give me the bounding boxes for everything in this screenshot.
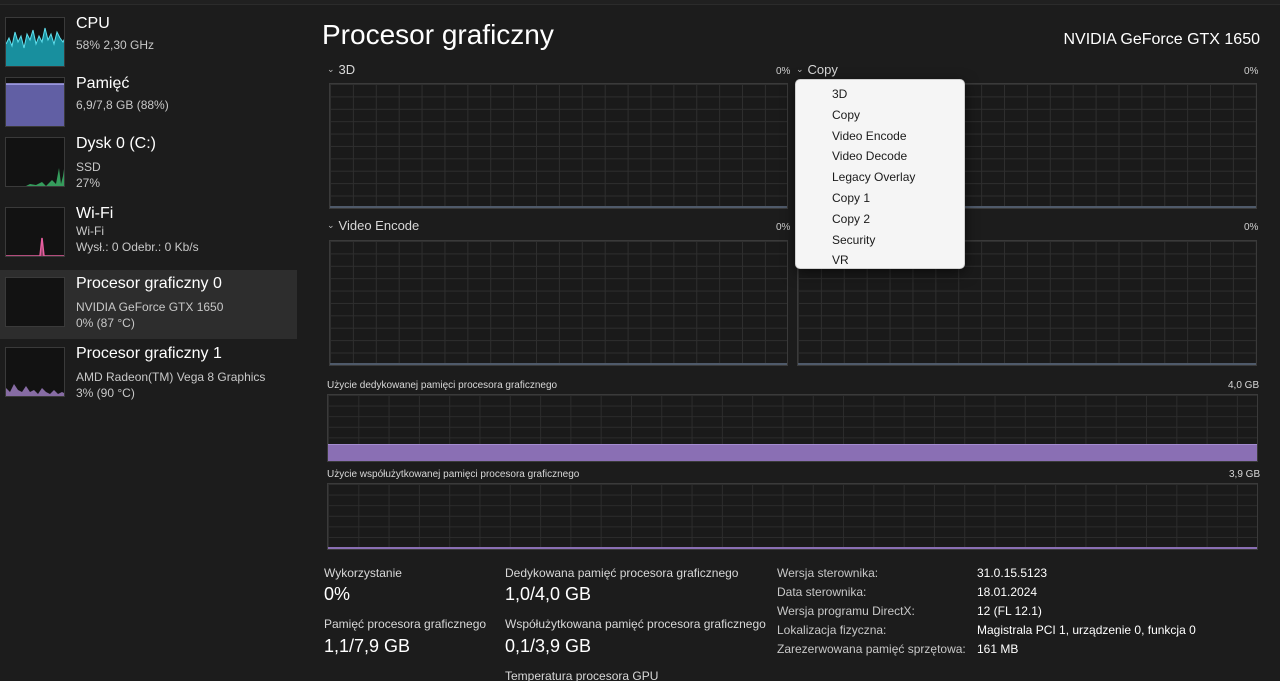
disk-graph-thumbnail: [5, 137, 65, 187]
dedicated-memory-max: 4,0 GB: [1228, 380, 1260, 391]
info-key: Data sterownika:: [777, 585, 867, 599]
gpu-temperature-label: Temperatura procesora GPU: [505, 669, 659, 681]
dropdown-option-copy-1[interactable]: Copy 1: [832, 190, 871, 205]
sidebar-item-detail: NVIDIA GeForce GTX 1650: [76, 300, 224, 314]
dedicated-memory-label: Dedykowana pamięć procesora graficznego: [505, 566, 739, 580]
dropdown-option-video-decode[interactable]: Video Decode: [832, 149, 908, 164]
sidebar-item-detail: SSD: [76, 160, 101, 174]
info-value: 12 (FL 12.1): [977, 604, 1042, 618]
dropdown-option-security[interactable]: Security: [832, 232, 876, 247]
sidebar-item-detail: 3% (90 °C): [76, 386, 135, 400]
gpu-memory-label: Pamięć procesora graficznego: [324, 617, 487, 631]
info-value: 18.01.2024: [977, 585, 1038, 599]
sidebar-item-detail: Wysł.: 0 Odebr.: 0 Kb/s: [76, 240, 199, 254]
chevron-down-icon: ⌄: [796, 64, 804, 74]
info-key: Lokalizacja fizyczna:: [777, 623, 887, 637]
shared-memory-label: Współużytkowana pamięć procesora graficz…: [505, 617, 766, 631]
engine-percent: 0%: [1244, 222, 1259, 233]
info-key: Zarezerwowana pamięć sprzętowa:: [777, 642, 966, 656]
sidebar-item-detail: 27%: [76, 176, 101, 190]
sidebar-item-detail: AMD Radeon(TM) Vega 8 Graphics: [76, 370, 266, 384]
sidebar-item-title: CPU: [76, 15, 110, 32]
sidebar-item-gpu0[interactable]: Procesor graficzny 0 NVIDIA GeForce GTX …: [0, 270, 297, 339]
sidebar-item-title: Procesor graficzny 1: [76, 345, 222, 362]
sidebar-item-detail: 58% 2,30 GHz: [76, 38, 155, 52]
gpu1-graph-thumbnail: [5, 347, 65, 397]
shared-memory-graph-label: Użycie współużytkowanej pamięci procesor…: [327, 469, 580, 480]
sidebar-item-detail: 6,9/7,8 GB (88%): [76, 98, 169, 112]
dropdown-option-3d[interactable]: 3D: [832, 87, 848, 101]
dedicated-memory-fill: [328, 444, 1257, 461]
dedicated-memory-graph-label: Użycie dedykowanej pamięci procesora gra…: [327, 380, 558, 391]
chevron-down-icon: ⌄: [327, 64, 335, 74]
info-value: Magistrala PCI 1, urządzenie 0, funkcja …: [977, 623, 1196, 637]
engine-dropdown-menu: 3D Copy Video Encode Video Decode Legacy…: [795, 79, 965, 269]
engine-selector-2[interactable]: ⌄ Copy: [796, 62, 838, 77]
sidebar-item-disk[interactable]: Dysk 0 (C:) SSD 27%: [0, 130, 297, 199]
info-key: Wersja sterownika:: [777, 566, 879, 580]
sidebar-item-title: Pamięć: [76, 75, 130, 92]
chevron-down-icon: ⌄: [327, 220, 335, 230]
dedicated-memory-graph: [327, 394, 1258, 462]
sidebar-item-cpu[interactable]: CPU 58% 2,30 GHz: [0, 10, 297, 79]
dropdown-option-copy[interactable]: Copy: [832, 107, 861, 122]
engine-selector-1[interactable]: ⌄ 3D: [327, 62, 355, 77]
engine-percent: 0%: [776, 66, 791, 77]
shared-memory-max: 3,9 GB: [1229, 469, 1261, 480]
utilization-label: Wykorzystanie: [324, 566, 402, 580]
sidebar-item-detail: 0% (87 °C): [76, 316, 135, 330]
shared-memory-graph: [327, 483, 1258, 550]
gpu-memory-value: 1,1/7,9 GB: [324, 636, 411, 656]
gpu-model-name: NVIDIA GeForce GTX 1650: [1063, 31, 1260, 48]
engine-label: 3D: [338, 62, 356, 77]
sidebar-item-wifi[interactable]: Wi-Fi Wi-Fi Wysł.: 0 Odebr.: 0 Kb/s: [0, 200, 297, 269]
info-value: 161 MB: [977, 642, 1019, 656]
engine-graph-4: [797, 240, 1257, 366]
dropdown-option-copy-2[interactable]: Copy 2: [832, 211, 871, 226]
dropdown-option-legacy-overlay[interactable]: Legacy Overlay: [832, 170, 916, 185]
info-key: Wersja programu DirectX:: [777, 604, 915, 618]
engine-selector-3[interactable]: ⌄ Video Encode: [327, 218, 419, 233]
engine-label: Copy: [807, 62, 838, 77]
sidebar-item-title: Procesor graficzny 0: [76, 275, 222, 292]
sidebar-item-memory[interactable]: Pamięć 6,9/7,8 GB (88%): [0, 70, 297, 139]
engine-graph-3: [329, 240, 788, 366]
sidebar: CPU 58% 2,30 GHz Pamięć 6,9/7,8 GB (88%)…: [0, 6, 297, 681]
utilization-value: 0%: [324, 584, 351, 604]
sidebar-item-detail: Wi-Fi: [76, 224, 104, 238]
sidebar-item-title: Wi-Fi: [76, 205, 114, 222]
engine-label: Video Encode: [338, 218, 420, 233]
wifi-graph-thumbnail: [5, 207, 65, 257]
info-value: 31.0.15.5123: [977, 566, 1048, 580]
sidebar-item-gpu1[interactable]: Procesor graficzny 1 AMD Radeon(TM) Vega…: [0, 340, 297, 409]
dropdown-option-vr[interactable]: VR: [832, 253, 849, 268]
window-top-strip: [0, 0, 1280, 5]
engine-percent: 0%: [1244, 66, 1259, 77]
shared-memory-line: [328, 547, 1257, 549]
memory-graph-thumbnail: [5, 77, 65, 127]
cpu-graph-thumbnail: [5, 17, 65, 67]
sidebar-item-title: Dysk 0 (C:): [76, 135, 156, 152]
gpu0-graph-thumbnail: [5, 277, 65, 327]
dropdown-option-video-encode[interactable]: Video Encode: [832, 128, 907, 143]
engine-graph-1: [329, 83, 788, 209]
shared-memory-value: 0,1/3,9 GB: [505, 636, 592, 656]
dedicated-memory-value: 1,0/4,0 GB: [505, 584, 592, 604]
page-title: Procesor graficzny: [322, 19, 554, 50]
engine-percent: 0%: [776, 222, 791, 233]
